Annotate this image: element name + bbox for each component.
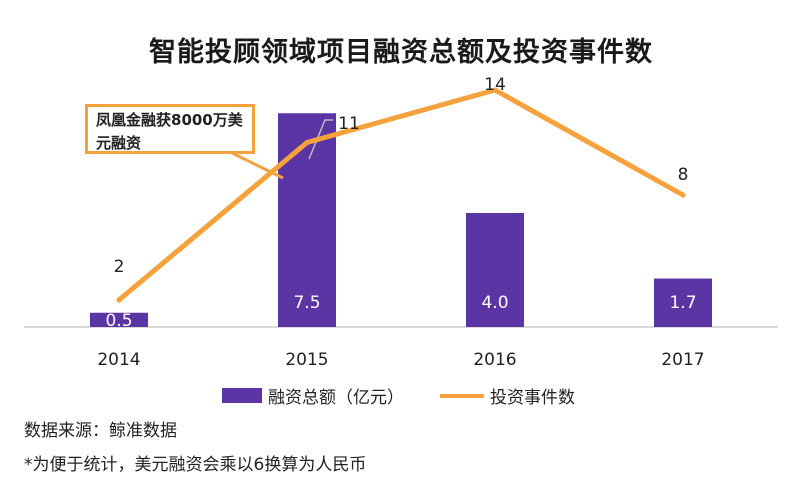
x-tick-label-2014: 2014 xyxy=(97,350,140,370)
legend-line-label: 投资事件数 xyxy=(490,388,575,408)
bar-2016 xyxy=(466,213,524,327)
chart-title: 智能投顾领域项目融资总额及投资事件数 xyxy=(149,37,653,68)
bar-value-label-2014: 0.5 xyxy=(105,311,132,331)
bar-2015 xyxy=(278,113,336,327)
bar-value-label-2016: 4.0 xyxy=(481,293,508,313)
line-value-label-2017: 8 xyxy=(678,165,689,185)
line-point-2015 xyxy=(304,140,310,145)
legend-bar-swatch xyxy=(222,388,262,403)
line-series-investment-events xyxy=(116,87,686,303)
line-point-2016 xyxy=(492,87,498,93)
callout-annotation: 凤凰金融获8000万美元融资 xyxy=(85,104,255,154)
legend-bar-label: 融资总额（亿元） xyxy=(268,388,404,408)
callout-pointer xyxy=(229,150,284,180)
line-point-2014 xyxy=(116,297,122,303)
bar-2014 xyxy=(90,312,148,327)
line-value-label-2015: 11 xyxy=(338,114,360,134)
label-leader-2015 xyxy=(308,119,333,160)
footnote: *为便于统计，美元融资会乘以6换算为人民币 xyxy=(24,455,367,475)
chart-legend: 融资总额（亿元） 投资事件数 xyxy=(222,383,575,408)
bar-2017 xyxy=(654,278,712,327)
legend-line-swatch xyxy=(440,393,484,398)
bar-value-label-2017: 1.7 xyxy=(669,293,696,313)
line-value-label-2014: 2 xyxy=(114,257,125,277)
x-tick-label-2015: 2015 xyxy=(285,350,328,370)
line-point-2017 xyxy=(680,192,686,198)
x-tick-label-2017: 2017 xyxy=(661,350,704,370)
bar-value-label-2015: 7.5 xyxy=(293,293,320,313)
data-source-note: 数据来源：鲸准数据 xyxy=(24,421,177,441)
line-value-label-2016: 14 xyxy=(484,75,506,95)
x-tick-label-2016: 2016 xyxy=(473,350,516,370)
